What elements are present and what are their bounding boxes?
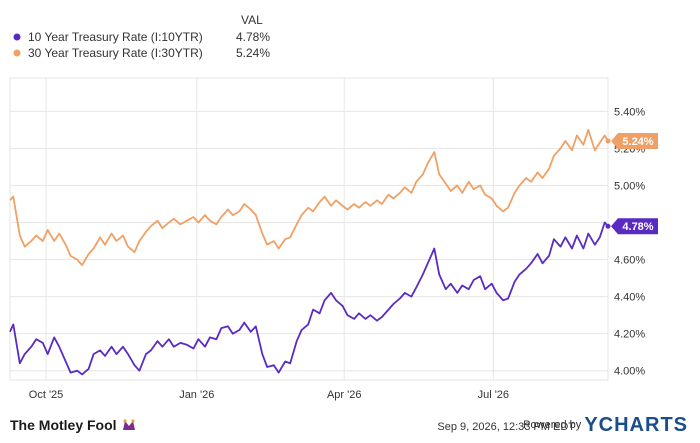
y-tick-label: 5.00% [614, 180, 645, 192]
ycharts-logo: YCHARTS [584, 414, 688, 436]
brand-name: The Motley Fool [10, 417, 117, 433]
value-tag-label-10y: 4.78% [622, 221, 653, 233]
motley-fool-logo: The Motley Fool [10, 417, 136, 433]
powered-by-text: Powered by [523, 419, 582, 431]
y-tick-label: 4.20% [614, 329, 645, 341]
x-tick-label: Apr '26 [327, 389, 362, 401]
ycharts-attribution: Powered by YCHARTS [523, 414, 688, 437]
value-tag-label-30y: 5.24% [622, 136, 653, 148]
plot-area: 4.00%4.20%4.40%4.60%4.80%5.00%5.20%5.40%… [9, 77, 658, 401]
x-tick-label: Oct '25 [29, 389, 64, 401]
legend-label-30y: 30 Year Treasury Rate (I:30YTR) [28, 46, 203, 60]
timestamp: Sep 9, 2026, 12:33 PM EDT [437, 421, 575, 433]
end-marker-30y [605, 138, 611, 144]
series-line-30y [9, 128, 609, 267]
plot-border [9, 77, 609, 381]
legend: VAL 10 Year Treasury Rate (I:10YTR) 4.78… [13, 13, 270, 60]
y-tick-label: 5.40% [614, 106, 645, 118]
x-tick-label: Jan '26 [179, 389, 214, 401]
value-tag-10y [611, 218, 658, 235]
x-tick-label: Jul '26 [478, 389, 509, 401]
legend-header: VAL [241, 13, 263, 27]
treasury-rate-chart: VAL 10 Year Treasury Rate (I:10YTR) 4.78… [9, 13, 658, 401]
y-tick-label: 4.60% [614, 255, 645, 267]
legend-marker-30y [13, 49, 21, 57]
legend-marker-10y [13, 33, 21, 41]
legend-value-10y: 4.78% [236, 30, 270, 44]
jester-hat-icon [123, 419, 136, 430]
y-tick-label: 4.40% [614, 292, 645, 304]
legend-value-30y: 5.24% [236, 46, 270, 60]
legend-label-10y: 10 Year Treasury Rate (I:10YTR) [28, 30, 203, 44]
footer: The Motley Fool Sep 9, 2026, 12:33 PM ED… [0, 411, 700, 443]
value-tag-30y [611, 132, 658, 149]
end-marker-10y [605, 223, 611, 229]
y-tick-label: 4.00% [614, 366, 645, 378]
series-line-10y [9, 221, 609, 376]
